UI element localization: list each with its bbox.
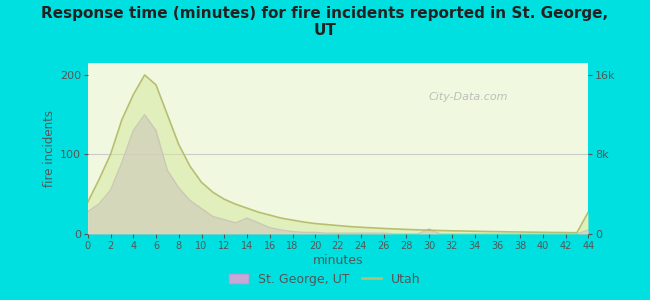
- Legend: St. George, UT, Utah: St. George, UT, Utah: [224, 268, 426, 291]
- Text: City-Data.com: City-Data.com: [428, 92, 508, 102]
- Y-axis label: fire incidents: fire incidents: [42, 110, 55, 187]
- Text: Response time (minutes) for fire incidents reported in St. George,
UT: Response time (minutes) for fire inciden…: [42, 6, 608, 38]
- X-axis label: minutes: minutes: [313, 254, 363, 267]
